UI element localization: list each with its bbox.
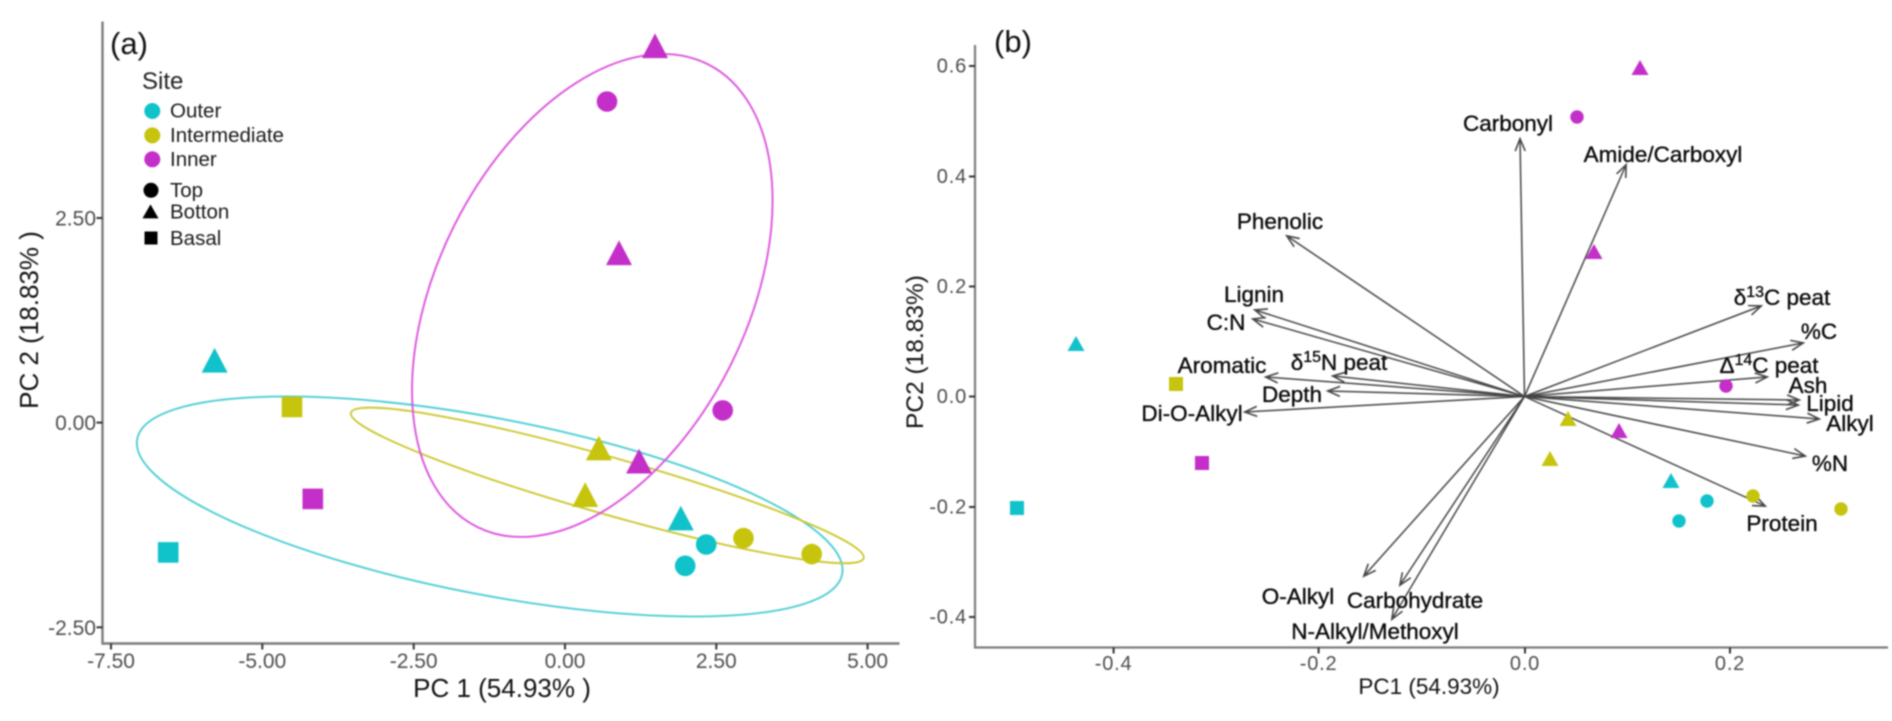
svg-text:C:N: C:N <box>1207 310 1246 335</box>
svg-text:Outer: Outer <box>170 100 221 123</box>
svg-text:Amide/Carboxyl: Amide/Carboxyl <box>1584 142 1743 167</box>
svg-text:Top: Top <box>170 179 203 202</box>
svg-text:Alkyl: Alkyl <box>1826 411 1874 436</box>
svg-text:Protein: Protein <box>1746 511 1817 536</box>
svg-text:-0.2: -0.2 <box>1300 653 1338 675</box>
svg-text:N-Alkyl/Methoxyl: N-Alkyl/Methoxyl <box>1291 619 1459 644</box>
svg-text:Ash: Ash <box>1789 373 1828 398</box>
svg-text:PC2 (18.83%): PC2 (18.83%) <box>902 275 929 429</box>
svg-text:-0.2: -0.2 <box>929 497 967 519</box>
svg-text:(a): (a) <box>110 26 148 61</box>
svg-text:Di-O-Alkyl: Di-O-Alkyl <box>1141 401 1242 426</box>
svg-text:Lignin: Lignin <box>1224 282 1284 307</box>
svg-text:Inner: Inner <box>170 148 217 171</box>
svg-text:O-Alkyl: O-Alkyl <box>1262 584 1335 609</box>
svg-text:2.50: 2.50 <box>55 208 96 231</box>
svg-text:0.2: 0.2 <box>937 276 967 298</box>
svg-text:PC 1 (54.93% ): PC 1 (54.93% ) <box>413 673 591 703</box>
svg-text:2.50: 2.50 <box>696 650 737 673</box>
svg-text:Basal: Basal <box>170 227 221 250</box>
svg-text:Lipid: Lipid <box>1806 391 1854 416</box>
svg-text:0.4: 0.4 <box>937 166 967 188</box>
svg-text:Carbohydrate: Carbohydrate <box>1347 588 1483 613</box>
svg-text:0.6: 0.6 <box>937 56 967 78</box>
svg-text:5.00: 5.00 <box>847 650 888 673</box>
svg-text:PC1 (54.93%): PC1 (54.93%) <box>1358 674 1499 699</box>
svg-text:-2.50: -2.50 <box>390 650 438 673</box>
svg-text:Depth: Depth <box>1262 382 1322 407</box>
svg-text:0.00: 0.00 <box>545 650 586 673</box>
svg-text:-0.4: -0.4 <box>929 607 967 629</box>
svg-text:Phenolic: Phenolic <box>1237 209 1323 234</box>
svg-text:-7.50: -7.50 <box>87 650 135 673</box>
svg-text:-5.00: -5.00 <box>238 650 286 673</box>
svg-text:%C: %C <box>1801 319 1837 344</box>
svg-text:Site: Site <box>142 68 183 95</box>
svg-text:0.2: 0.2 <box>1715 653 1745 675</box>
svg-text:-0.4: -0.4 <box>1095 653 1133 675</box>
svg-text:Carbonyl: Carbonyl <box>1463 111 1553 136</box>
svg-text:Botton: Botton <box>170 200 229 223</box>
svg-text:(b): (b) <box>994 24 1032 59</box>
svg-text:Aromatic: Aromatic <box>1178 353 1267 378</box>
svg-text:Intermediate: Intermediate <box>170 124 284 147</box>
svg-text:-2.50: -2.50 <box>48 617 96 640</box>
svg-text:0.00: 0.00 <box>55 412 96 435</box>
svg-text:0.0: 0.0 <box>1510 653 1540 675</box>
svg-text:0.0: 0.0 <box>937 386 967 408</box>
svg-text:%N: %N <box>1812 451 1848 476</box>
svg-text:PC 2 (18.83% ): PC 2 (18.83% ) <box>14 231 44 409</box>
